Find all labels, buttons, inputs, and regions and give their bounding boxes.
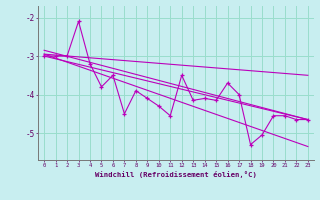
X-axis label: Windchill (Refroidissement éolien,°C): Windchill (Refroidissement éolien,°C) <box>95 171 257 178</box>
